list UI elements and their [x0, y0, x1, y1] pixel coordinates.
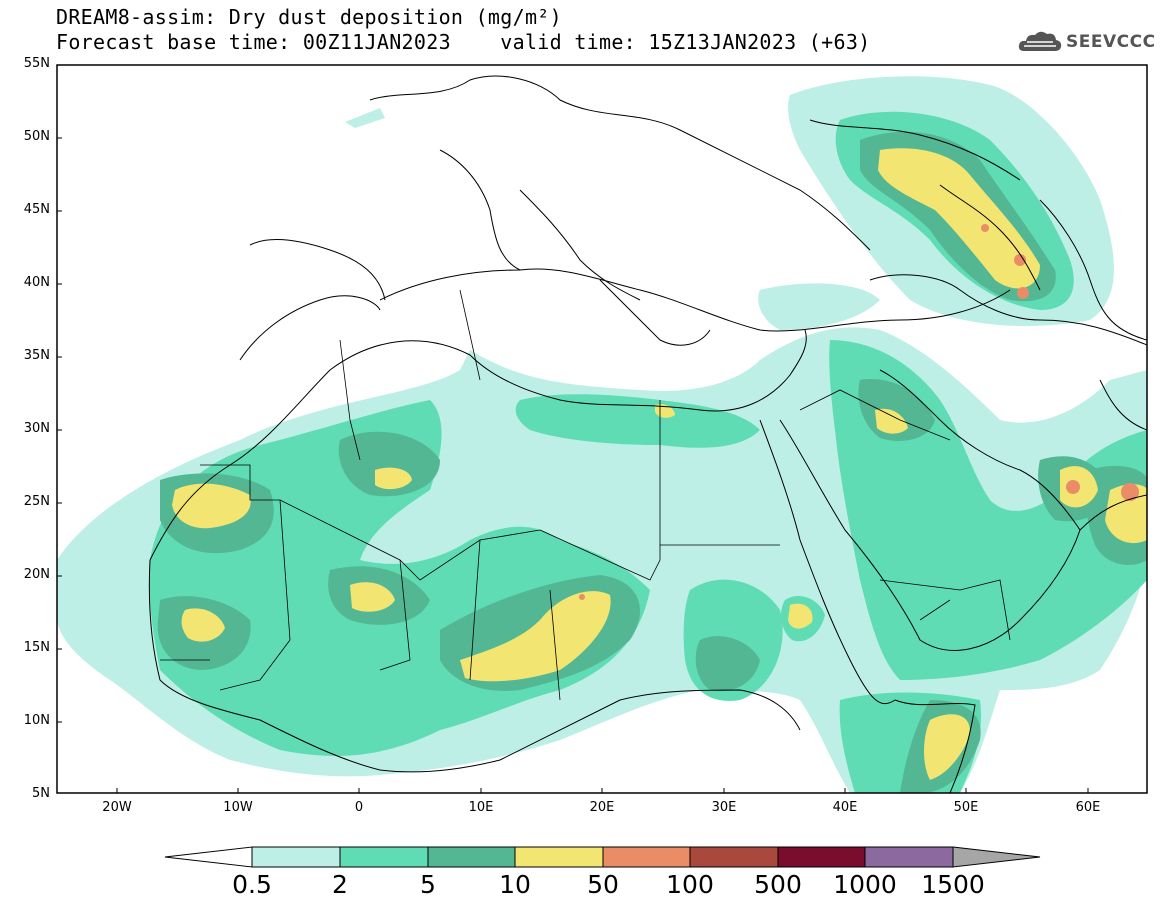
- colorbar-label: 2: [332, 870, 348, 899]
- lon-label: 60E: [1075, 800, 1101, 815]
- colorbar-segment: [427, 846, 516, 868]
- colorbar-high-arrow: [952, 846, 1041, 868]
- colorbar-low-arrow: [164, 846, 253, 868]
- lon-label: 10W: [223, 800, 253, 815]
- colorbar-segment: [864, 846, 954, 868]
- colorbar-label: 100: [666, 870, 714, 899]
- lat-label: 15N: [23, 640, 50, 655]
- colorbar-label: 500: [754, 870, 802, 899]
- colorbar-segment: [514, 846, 604, 868]
- map-subtitle-times: Forecast base time: 00Z11JAN2023 valid t…: [56, 30, 871, 54]
- colorbar-label: 10: [499, 870, 531, 899]
- lat-label: 35N: [23, 348, 50, 363]
- dust-band-10-50: [172, 148, 1147, 780]
- axis-ticks: [57, 137, 1089, 793]
- map-title: DREAM8-assim: Dry dust deposition (mg/m²…: [56, 5, 562, 29]
- lat-label: 5N: [32, 786, 50, 801]
- colorbar-segment: [602, 846, 691, 868]
- lat-label: 45N: [23, 202, 50, 217]
- colorbar-segment: [689, 846, 779, 868]
- seevccc-logo: SEEVCCC: [1018, 28, 1156, 56]
- coastlines: [148, 75, 1147, 793]
- lat-label: 50N: [23, 129, 50, 144]
- lon-label: 10E: [468, 800, 494, 815]
- colorbar: [164, 846, 1041, 868]
- colorbar-label: 1500: [921, 870, 985, 899]
- colorbar-label: 5: [420, 870, 436, 899]
- lon-label: 40E: [832, 800, 858, 815]
- colorbar-segment: [777, 846, 866, 868]
- logo-text: SEEVCCC: [1066, 32, 1156, 52]
- lon-label: 20E: [589, 800, 615, 815]
- lat-label: 30N: [23, 421, 50, 436]
- country-borders: [160, 289, 1011, 701]
- lat-label: 40N: [23, 275, 50, 290]
- colorbar-label: 1000: [833, 870, 897, 899]
- colorbar-segment: [251, 846, 341, 868]
- colorbar-label: 0.5: [232, 870, 272, 899]
- lon-label: 20W: [102, 800, 132, 815]
- lon-label: 0: [354, 800, 364, 815]
- lat-label: 20N: [23, 567, 50, 582]
- dust-band-50-100: [579, 224, 1139, 600]
- cloud-logo-icon: [1018, 31, 1062, 51]
- lon-label: 50E: [953, 800, 979, 815]
- lat-label: 25N: [23, 494, 50, 509]
- lat-label: 55N: [23, 56, 50, 71]
- lat-label: 10N: [23, 713, 50, 728]
- colorbar-segment: [339, 846, 429, 868]
- colorbar-label: 50: [587, 870, 619, 899]
- lon-label: 30E: [711, 800, 737, 815]
